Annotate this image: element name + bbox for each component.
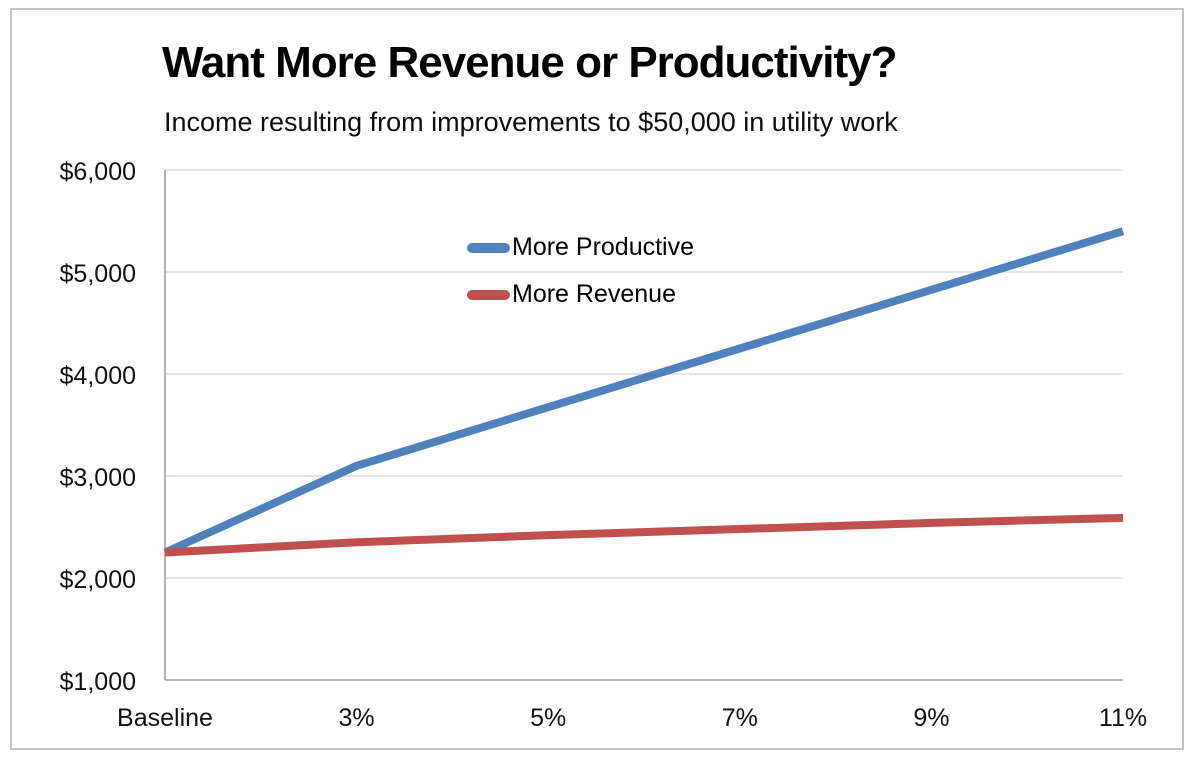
x-tick-label: 9% <box>913 704 950 732</box>
chart-subtitle: Income resulting from improvements to $5… <box>164 107 898 137</box>
y-tick-label: $6,000 <box>59 158 136 186</box>
x-tick-label: 7% <box>721 704 758 732</box>
x-tick-label: Baseline <box>117 704 213 732</box>
legend: More Productive More Revenue <box>467 232 694 310</box>
legend-label: More Revenue <box>512 280 676 308</box>
y-tick-label: $4,000 <box>59 362 136 390</box>
x-tick-label: 3% <box>338 704 375 732</box>
legend-item-more-productive: More Productive <box>467 232 694 263</box>
chart-frame <box>10 8 1184 750</box>
y-tick-label: $5,000 <box>59 260 136 288</box>
x-tick-label: 5% <box>530 704 567 732</box>
y-tick-label: $1,000 <box>59 668 136 696</box>
y-tick-label: $2,000 <box>59 566 136 594</box>
legend-line-swatch <box>467 242 510 253</box>
legend-label: More Productive <box>512 233 695 261</box>
legend-line-swatch <box>467 289 510 300</box>
x-tick-label: 11% <box>1098 704 1148 732</box>
y-tick-label: $3,000 <box>59 464 136 492</box>
chart-title: Want More Revenue or Productivity? <box>162 38 897 87</box>
series-line-more-revenue <box>164 513 1124 557</box>
series-line-more-productive <box>163 227 1125 557</box>
legend-item-more-revenue: More Revenue <box>467 279 694 310</box>
